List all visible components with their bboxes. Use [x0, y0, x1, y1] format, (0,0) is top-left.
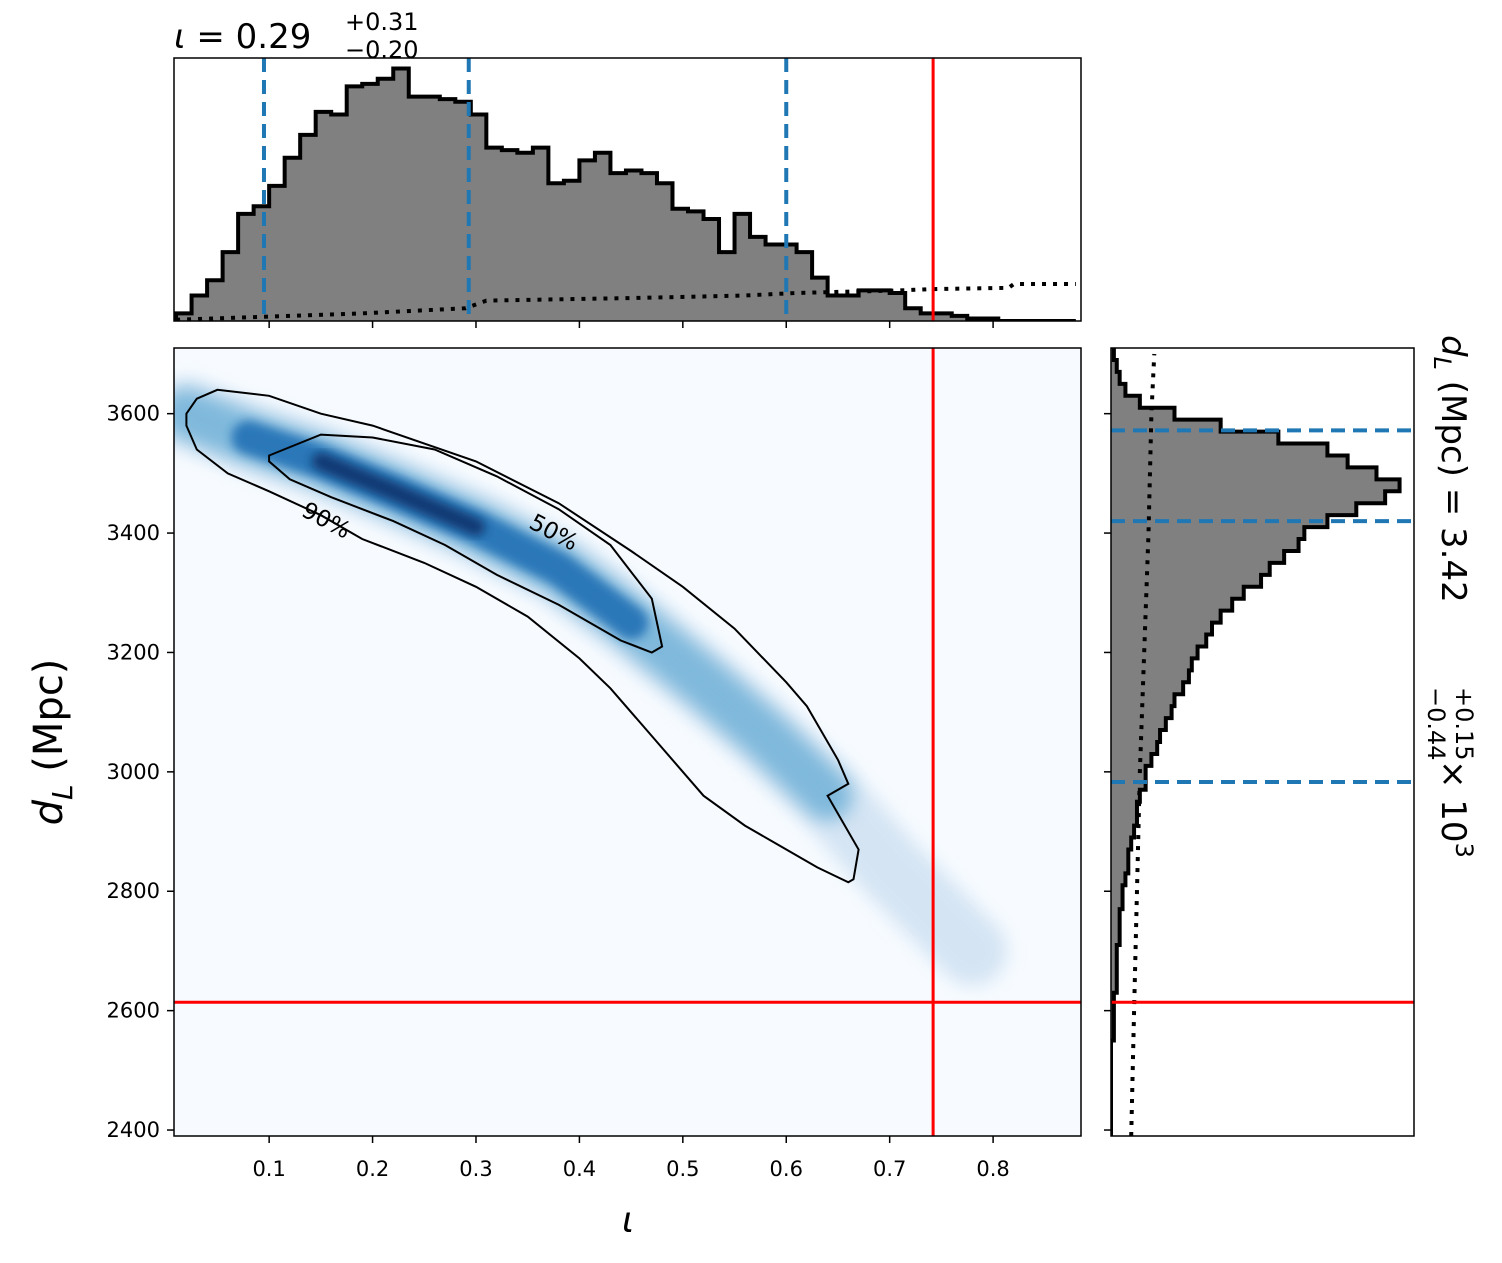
top-histogram-fill — [176, 68, 1076, 321]
joint-ytick-label-5: 3400 — [107, 521, 160, 545]
joint-x-ticks: 0.1 0.2 0.3 0.4 0.5 0.6 0.7 0.8 — [252, 1136, 1010, 1181]
top-title-symbol: ι — [174, 17, 186, 57]
right-title-sub: L — [1428, 357, 1456, 370]
contour-90-percent — [185, 388, 860, 884]
right-title: dL (Mpc) = 3.42 +0.15 −0.44 × 103 — [1422, 335, 1478, 858]
svg-text:dL (Mpc) = 3.42: dL (Mpc) = 3.42 — [1428, 335, 1473, 603]
right-title-exp: 3 — [1450, 843, 1478, 858]
joint-ylabel: dL (Mpc) — [26, 659, 79, 826]
joint-xtick-label-7: 0.8 — [976, 1157, 1009, 1181]
joint-ytick-label-4: 3200 — [107, 640, 160, 664]
right-title-times: × 10 — [1433, 760, 1473, 843]
right-title-minus: −0.44 — [1422, 687, 1450, 761]
right-title-median: 3.42 — [1433, 527, 1473, 603]
joint-ytick-label-2: 2800 — [107, 879, 160, 903]
joint-ytick-label-6: 3600 — [107, 402, 160, 426]
top-title-median: 0.29 — [236, 17, 312, 57]
right-y-ticks — [1104, 412, 1111, 1131]
right-title-d: d — [1433, 335, 1473, 357]
right-marginal-panel: dL (Mpc) = 3.42 +0.15 −0.44 × 103 — [1104, 335, 1478, 1137]
contour-50-percent — [268, 433, 664, 654]
joint-ytick-label-3: 3000 — [107, 760, 160, 784]
svg-text:dL (Mpc): dL (Mpc) — [26, 659, 79, 826]
right-quantile-lines — [1111, 428, 1414, 784]
top-x-ticks — [268, 321, 994, 328]
joint-xtick-label-1: 0.2 — [356, 1157, 389, 1181]
top-title-minus: −0.20 — [345, 36, 419, 64]
right-title-plus: +0.15 — [1450, 687, 1478, 761]
joint-xtick-label-6: 0.7 — [873, 1157, 906, 1181]
joint-xtick-label-4: 0.5 — [666, 1157, 699, 1181]
joint-xtick-label-3: 0.4 — [563, 1157, 596, 1181]
density-core — [311, 452, 485, 537]
top-panel-frame — [173, 57, 1082, 322]
right-title-unit: (Mpc) = — [1433, 370, 1473, 527]
joint-y-ticks: 2400 2600 2800 3000 3200 3400 3600 — [107, 402, 174, 1142]
top-title: ι = 0.29 — [174, 17, 311, 57]
right-histogram-outline — [1111, 348, 1402, 1136]
svg-text:× 103: × 103 — [1433, 760, 1478, 858]
joint-xtick-label-0: 0.1 — [252, 1157, 285, 1181]
top-marginal-panel: ι = 0.29 +0.31 −0.20 — [173, 8, 1082, 328]
joint-xtick-label-2: 0.3 — [459, 1157, 492, 1181]
joint-panel-frame — [173, 347, 1082, 1137]
joint-panel: 50%90% 0.1 0.2 0.3 0.4 0.5 0.6 0.7 0.8 24002600… — [26, 347, 1082, 1241]
top-title-plus: +0.31 — [345, 8, 419, 36]
top-title-eq: = — [186, 17, 236, 57]
right-panel-frame — [1110, 347, 1415, 1137]
joint-ytick-label-1: 2600 — [107, 999, 160, 1023]
right-histogram-fill — [1111, 348, 1400, 1136]
joint-ytick-label-0: 2400 — [107, 1118, 160, 1142]
joint-xlabel: ι — [622, 1200, 634, 1241]
joint-xtick-label-5: 0.6 — [770, 1157, 803, 1181]
right-prior-dotted-line — [1129, 353, 1157, 1136]
